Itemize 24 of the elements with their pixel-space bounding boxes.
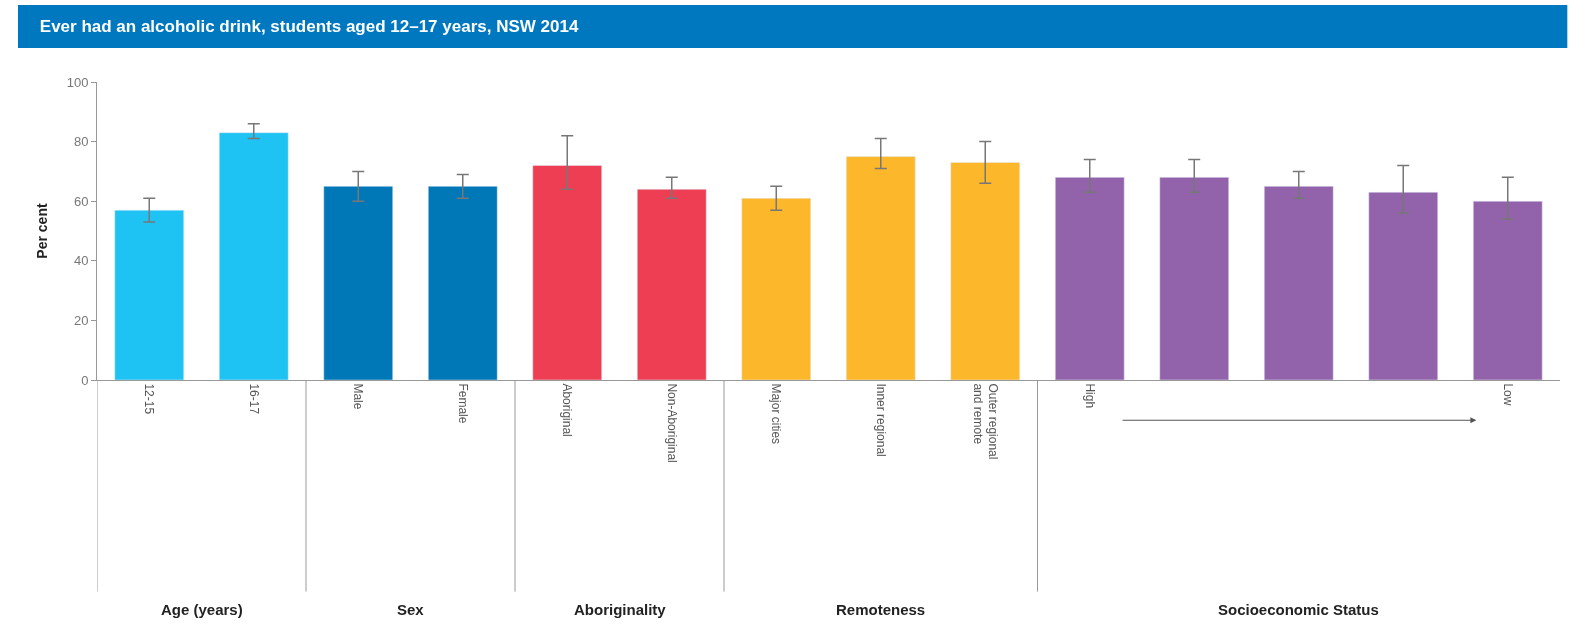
- x-tick-label: Aboriginal: [560, 383, 575, 437]
- x-tick-label: Female: [455, 383, 470, 424]
- y-tick-label: 80: [73, 134, 89, 150]
- x-tick-label: High: [1082, 383, 1097, 409]
- x-tick-label: Low: [1500, 383, 1515, 406]
- x-tick-label: Non-Aboriginal: [664, 383, 679, 463]
- x-tick-label: Male: [351, 383, 366, 410]
- x-tick-label: 16-17: [246, 383, 261, 415]
- y-tick-label: 60: [73, 193, 89, 209]
- y-axis-title: Per cent: [34, 203, 51, 259]
- text: Aboriginality: [574, 601, 667, 618]
- x-tick-label: Major cities: [769, 383, 784, 445]
- x-tick-label: 12-15: [142, 383, 157, 415]
- text: Age (years): [161, 601, 243, 618]
- y-tick-label: 40: [73, 253, 89, 269]
- x-tick-label: Inner regional: [873, 383, 888, 457]
- text: Remoteness: [836, 601, 926, 618]
- y-tick-label: 0: [81, 372, 89, 388]
- chart-title: Ever had an alcoholic drink, students aged 12–17 years, NSW 2014: [39, 16, 579, 36]
- text: Socioeconomic Status: [1218, 601, 1379, 618]
- y-tick-label: 100: [66, 74, 89, 90]
- y-tick-label: 20: [73, 312, 89, 328]
- x-tick-label: Outer regional and remote: [970, 383, 1001, 460]
- text: Sex: [397, 601, 425, 618]
